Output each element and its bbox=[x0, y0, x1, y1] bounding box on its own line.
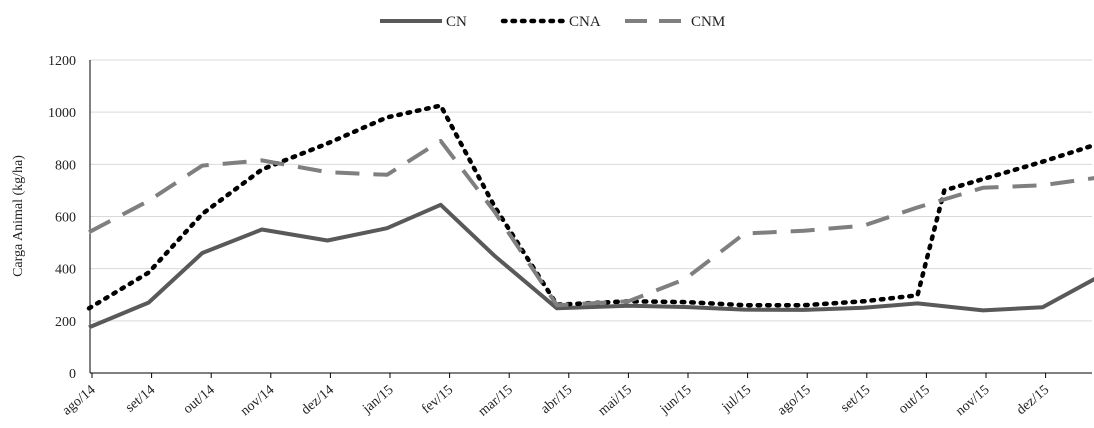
y-tick-label: 200 bbox=[55, 315, 76, 330]
y-tick-label: 400 bbox=[55, 263, 76, 278]
series-line-cnm bbox=[88, 138, 1094, 308]
x-tick-label: jan/15 bbox=[359, 383, 396, 418]
series-line-cna bbox=[86, 103, 1094, 311]
y-tick-label: 0 bbox=[69, 367, 76, 382]
y-tick-labels: 0 200 400 600 800 1000 1200 bbox=[48, 54, 76, 382]
gridlines bbox=[90, 59, 1092, 322]
y-axis-label: Carga Animal (kg/ha) bbox=[11, 155, 26, 277]
x-tick-label: nov/14 bbox=[238, 383, 277, 419]
y-tick-label: 800 bbox=[55, 158, 76, 173]
y-tick-label: 1000 bbox=[48, 106, 76, 121]
x-tick-label: jul/15 bbox=[719, 383, 754, 416]
series-line-cn bbox=[88, 202, 1094, 330]
x-tick-label: jun/15 bbox=[657, 383, 695, 418]
axes bbox=[89, 60, 1092, 378]
x-tick-label: mai/15 bbox=[596, 383, 635, 419]
legend-label-cnm: CNM bbox=[691, 14, 725, 30]
x-tick-label: set/15 bbox=[838, 383, 873, 416]
x-tick-label: abr/15 bbox=[538, 383, 575, 417]
legend-label-cn: CN bbox=[446, 14, 467, 30]
x-tick-label: dez/15 bbox=[1014, 383, 1052, 418]
x-tick-label: set/14 bbox=[123, 383, 158, 416]
y-tick-label: 1200 bbox=[48, 54, 76, 69]
x-tick-label: dez/14 bbox=[299, 383, 337, 418]
x-tick-label: ago/15 bbox=[775, 383, 814, 419]
x-tick-label: out/15 bbox=[896, 383, 933, 417]
x-tick-label: nov/15 bbox=[953, 383, 992, 419]
x-tick-label: ago/14 bbox=[60, 383, 99, 419]
legend: CN CNA CNM bbox=[380, 14, 725, 30]
x-tick-label: fev/15 bbox=[419, 383, 456, 417]
y-tick-label: 600 bbox=[55, 211, 76, 226]
series-lines bbox=[86, 103, 1094, 330]
legend-label-cna: CNA bbox=[569, 14, 601, 30]
x-tick-labels: ago/14 set/14 out/14 nov/14 dez/14 jan/15 fev/… bbox=[60, 383, 1052, 420]
x-tick-label: out/14 bbox=[181, 383, 218, 417]
x-tick-label: mar/15 bbox=[476, 383, 516, 420]
